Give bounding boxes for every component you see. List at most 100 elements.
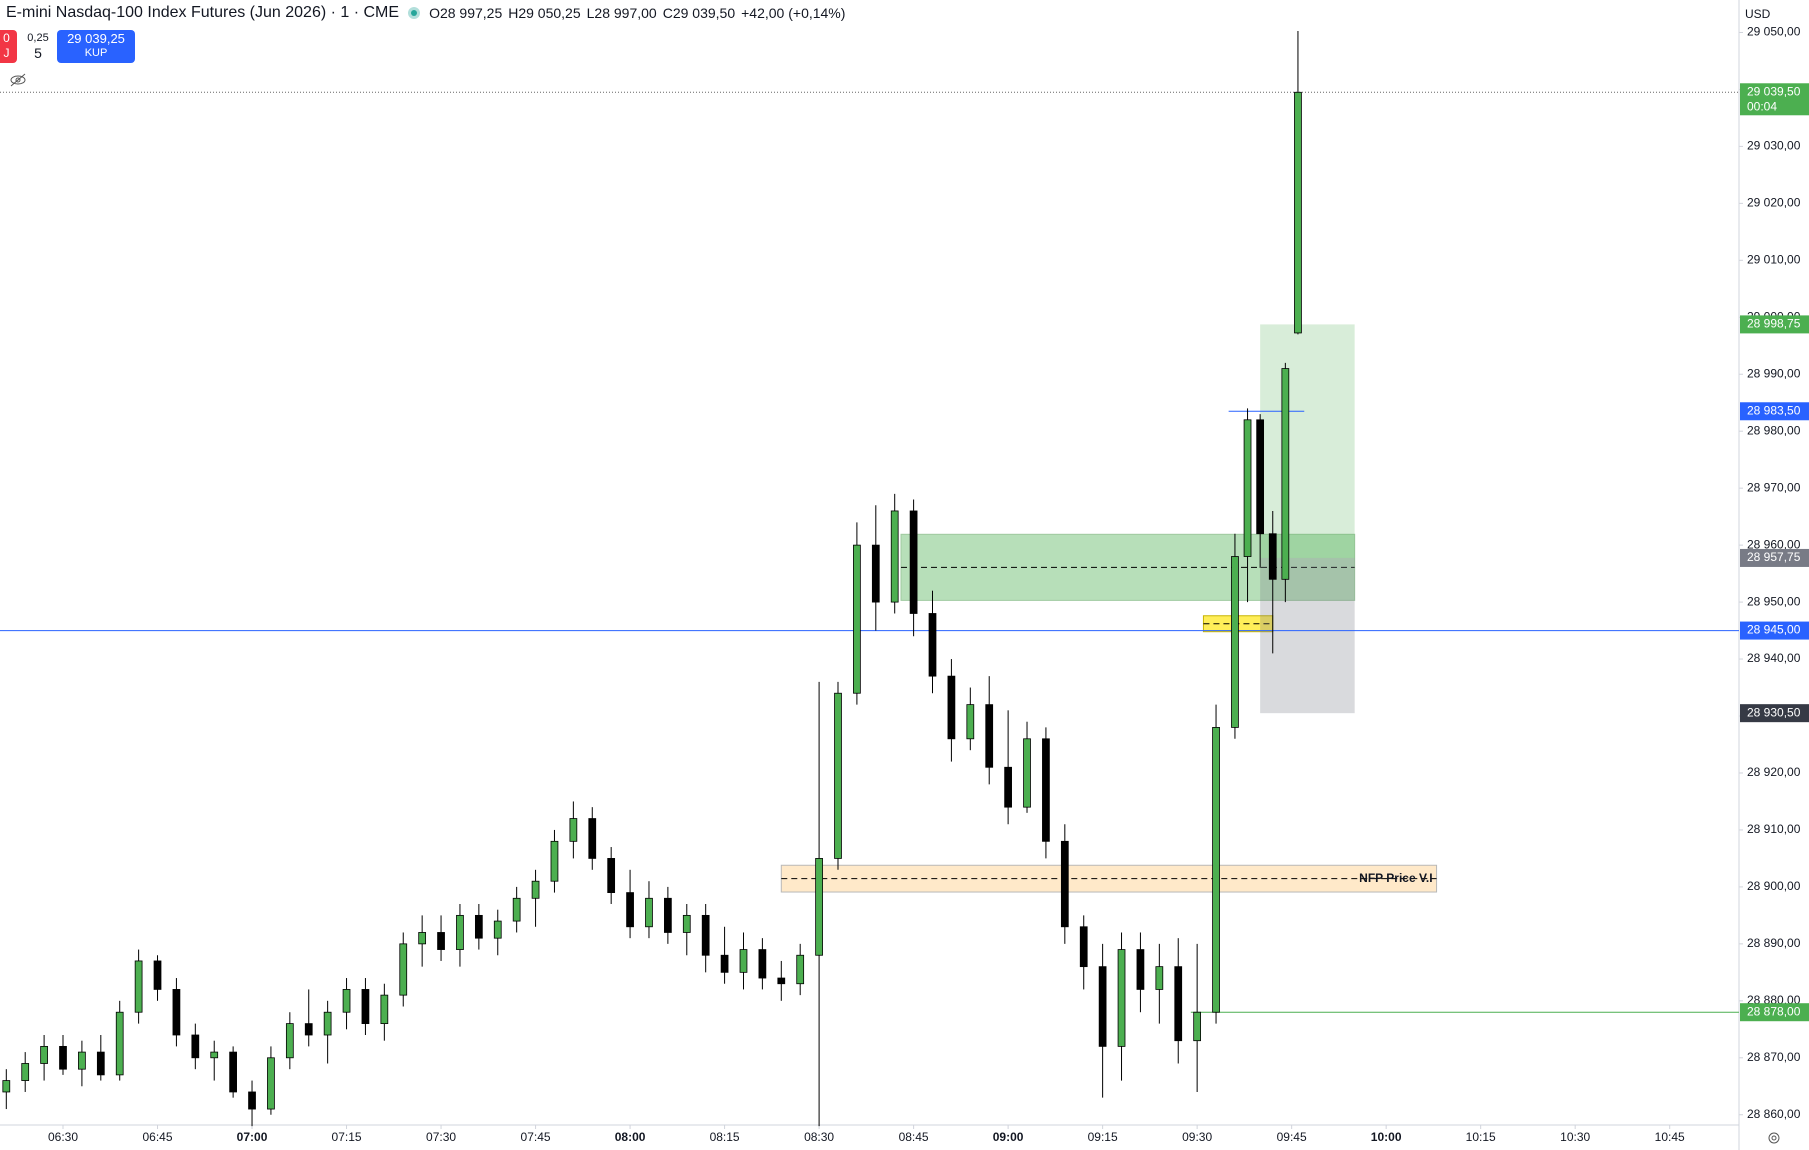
candle-body [40, 1045, 48, 1064]
y-tick-label: 28 860,00 [1747, 1107, 1801, 1121]
candle-body [134, 960, 143, 1013]
y-tick-label: 28 940,00 [1747, 651, 1801, 665]
candle-body [701, 914, 710, 956]
price-label: 28 983,50 [1747, 403, 1801, 417]
price-label-box [1740, 704, 1809, 723]
candle-body [890, 510, 899, 603]
candle-body [777, 977, 786, 985]
x-tick-label: 06:45 [143, 1130, 173, 1144]
quantity[interactable]: 5 [34, 45, 42, 61]
status-dot [408, 7, 421, 19]
candle-body [966, 704, 975, 740]
x-tick-label: 09:45 [1277, 1130, 1307, 1144]
y-tick-label: 28 870,00 [1747, 1050, 1801, 1064]
price-label: 28 998,75 [1747, 317, 1801, 331]
buy-label: KUP [84, 47, 108, 59]
candle-body [59, 1045, 67, 1070]
price-label: 28 957,75 [1747, 550, 1801, 564]
x-tick-label: 08:00 [615, 1130, 646, 1144]
price-label: 28 878,00 [1747, 1004, 1801, 1018]
candle-body [361, 989, 370, 1025]
candle-body [1117, 949, 1126, 1047]
candle-body [1023, 738, 1031, 808]
candle-body [115, 1011, 124, 1076]
sell-price: 0 [3, 31, 10, 45]
y-tick-label: 28 990,00 [1747, 366, 1801, 380]
x-tick-label: 07:15 [332, 1130, 362, 1144]
zone-label: NFP Price V.I [1359, 871, 1432, 885]
candle-body [1193, 1011, 1202, 1042]
candle-body [267, 1057, 275, 1110]
y-tick-label: 28 970,00 [1747, 480, 1801, 494]
x-tick-label: 06:30 [48, 1130, 78, 1144]
candle-body [720, 954, 729, 973]
visibility-icon[interactable] [8, 73, 28, 87]
candle-body [493, 920, 502, 939]
candle-body [664, 897, 672, 933]
y-tick-label: 28 910,00 [1747, 822, 1801, 836]
y-tick-label: 28 950,00 [1747, 594, 1801, 608]
candle-body [1079, 926, 1088, 968]
high-text: H29 050,25 [508, 5, 581, 21]
candle-body [550, 840, 559, 882]
candle-body [645, 897, 653, 928]
y-tick-label: 29 030,00 [1747, 139, 1801, 153]
buy-button[interactable]: 29 039,25 KUP [57, 30, 135, 63]
candle-body [739, 949, 748, 973]
candle-body [1174, 966, 1183, 1042]
candle-body [172, 989, 181, 1036]
candle-body [191, 1034, 200, 1059]
candle-body [1243, 419, 1252, 557]
candle-body [1231, 556, 1239, 728]
candle-body [588, 818, 597, 859]
candle-body [815, 858, 823, 956]
candle-body [21, 1063, 30, 1081]
candle-body [512, 897, 521, 922]
candle-body [531, 880, 540, 899]
settings-icon[interactable] [1766, 1130, 1782, 1146]
price-label-box [1740, 621, 1809, 640]
y-tick-label: 28 980,00 [1747, 423, 1801, 437]
x-tick-label: 09:30 [1182, 1130, 1212, 1144]
candle-body [909, 510, 918, 614]
y-tick-label: 28 890,00 [1747, 936, 1801, 950]
candle-body [248, 1091, 256, 1110]
candle-body [796, 954, 805, 985]
change-text: +42,00 (+0,14%) [741, 5, 846, 21]
candle-body [304, 1023, 313, 1036]
candle-body [985, 704, 994, 768]
x-tick-label: 07:30 [426, 1130, 456, 1144]
candle-body [210, 1051, 219, 1059]
x-tick-label: 09:00 [993, 1130, 1024, 1144]
candle-body [1042, 738, 1050, 842]
candle-body [607, 858, 616, 893]
spread-value: 0,25 [27, 32, 49, 44]
candle-body [1004, 766, 1012, 808]
candle-body [871, 544, 880, 603]
candle-body [682, 914, 691, 933]
price-label: 28 945,00 [1747, 623, 1801, 637]
spread: 0,25 5 [24, 30, 52, 63]
candle-body [285, 1023, 294, 1059]
price-label-box [1740, 402, 1809, 421]
candle-body [853, 544, 861, 694]
x-tick-label: 09:15 [1088, 1130, 1118, 1144]
close-text: C29 039,50 [662, 5, 736, 21]
x-tick-label: 08:45 [899, 1130, 929, 1144]
candle-body [399, 943, 408, 996]
price-label: 28 930,50 [1747, 705, 1801, 719]
x-tick-label: 08:30 [804, 1130, 834, 1144]
low-text: L28 997,00 [586, 5, 657, 21]
zone [780, 864, 1438, 893]
candle-body [1155, 966, 1164, 990]
price-label-box [1740, 548, 1809, 567]
currency[interactable]: USD [1745, 7, 1771, 21]
x-tick-label: 10:00 [1371, 1130, 1402, 1144]
candle-body [626, 892, 634, 928]
candle-body [153, 960, 162, 990]
x-tick-label: 07:00 [237, 1130, 268, 1144]
symbol-title[interactable]: E-mini Nasdaq-100 Index Futures (Jun 202… [6, 4, 400, 21]
